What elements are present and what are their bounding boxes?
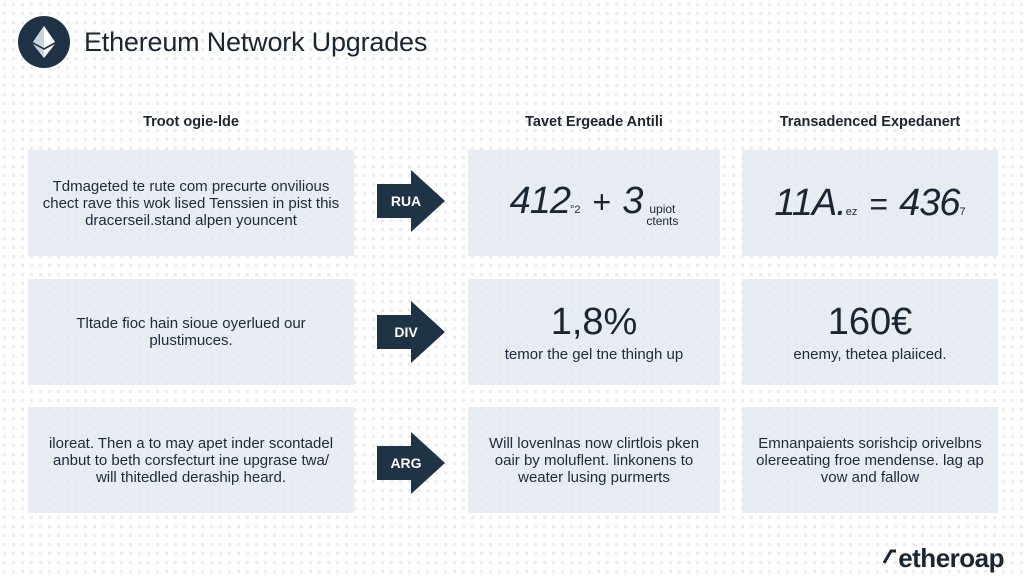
row-1-target-left-sup: °2 bbox=[570, 203, 581, 216]
row-3-target-text: Will lovenlnas now clirtlois pken oair b… bbox=[488, 434, 700, 486]
row-2-arrow: DIV bbox=[377, 301, 445, 363]
brand-text: etheroap bbox=[898, 543, 1004, 573]
arrow-right-icon bbox=[377, 301, 445, 363]
row-1-expected-card: 11A. ez = 436 7 bbox=[742, 150, 998, 256]
row-3-description: iloreat. Then a to may apet inder sconta… bbox=[48, 434, 334, 486]
row-1-target-left: 412 bbox=[509, 179, 571, 222]
brand-watermark: etheroap bbox=[883, 543, 1004, 574]
column-heading-target: Tavet Ergeade Antili bbox=[525, 114, 663, 130]
row-1-expected-operator: = bbox=[869, 185, 888, 222]
row-2-target-caption: temor the gel tne thingh up bbox=[504, 345, 684, 363]
row-2-expected-card: 160€ enemy, thetea plaiiced. bbox=[742, 279, 998, 385]
row-1-expected-equation: 11A. ez = 436 7 bbox=[774, 182, 965, 225]
row-2-description-card: Tltade fioc hain sioue oyerlued our plus… bbox=[28, 279, 354, 385]
row-3-description-card: iloreat. Then a to may apet inder sconta… bbox=[28, 407, 354, 513]
brand-mark-icon bbox=[883, 549, 897, 564]
row-1-arrow: RUA bbox=[377, 170, 445, 232]
row-1-target-note-line-2: ctents bbox=[646, 213, 679, 228]
row-3-target-card: Will lovenlnas now clirtlois pken oair b… bbox=[468, 407, 720, 513]
row-1-target-equation: 412 °2 + 3 upiot ctents bbox=[510, 180, 679, 227]
row-2-expected-caption: enemy, thetea plaiiced. bbox=[793, 345, 947, 363]
column-heading-current: Troot ogie-lde bbox=[143, 114, 239, 130]
ethereum-logo-icon bbox=[18, 16, 70, 68]
row-2-description: Tltade fioc hain sioue oyerlued our plus… bbox=[76, 315, 306, 349]
row-1-target-note-line-1: upiot bbox=[649, 201, 676, 216]
row-1-description: Tdmageted te rute com precurte onvilious… bbox=[42, 177, 340, 229]
row-1-arrow-label: RUA bbox=[390, 193, 422, 209]
row-2-expected-value: 160€ bbox=[827, 300, 913, 343]
row-1-description-card: Tdmageted te rute com precurte onvilious… bbox=[28, 150, 354, 256]
row-2-target-value: 1,8% bbox=[550, 300, 638, 343]
row-1-expected-right: 436 bbox=[899, 181, 960, 224]
arrow-right-icon bbox=[377, 432, 445, 494]
row-1-target-right: 3 bbox=[622, 179, 643, 222]
row-2-arrow-label: DIV bbox=[394, 324, 418, 340]
row-2-target-card: 1,8% temor the gel tne thingh up bbox=[468, 279, 720, 385]
row-1-target-operator: + bbox=[592, 183, 612, 220]
row-1-target-note: upiot ctents bbox=[646, 203, 678, 227]
row-3-arrow-label: ARG bbox=[390, 455, 422, 471]
page-title: Ethereum Network Upgrades bbox=[84, 26, 428, 57]
column-heading-expected: Transadenced Expedanert bbox=[779, 114, 961, 130]
row-3-expected-card: Emnanpaients sorishcip orivelbns olereea… bbox=[742, 407, 998, 513]
row-1-expected-right-sup: 7 bbox=[959, 205, 966, 218]
arrow-right-icon bbox=[377, 170, 445, 232]
row-1-expected-left: 11A. bbox=[774, 181, 846, 224]
header: Ethereum Network Upgrades bbox=[18, 16, 427, 68]
row-3-arrow: ARG bbox=[377, 432, 445, 494]
row-1-target-card: 412 °2 + 3 upiot ctents bbox=[468, 150, 720, 256]
row-3-expected-text: Emnanpaients sorishcip orivelbns olereea… bbox=[756, 434, 984, 486]
row-1-expected-left-sup: ez bbox=[845, 205, 858, 218]
